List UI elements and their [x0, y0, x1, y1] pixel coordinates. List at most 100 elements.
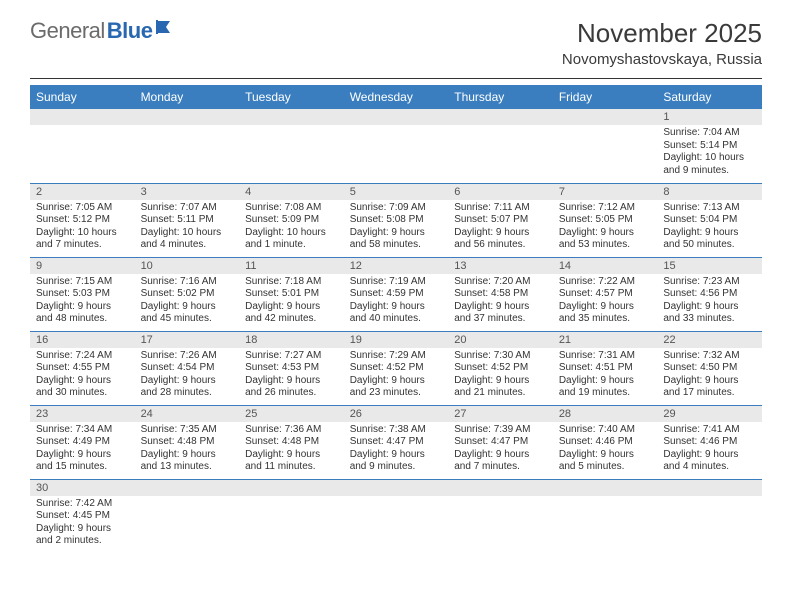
day-number: 6 — [448, 184, 553, 200]
daylight-text: Daylight: 9 hours and 17 minutes. — [663, 375, 756, 400]
calendar-cell: 5Sunrise: 7:09 AMSunset: 5:08 PMDaylight… — [344, 183, 449, 257]
daylight-text: Daylight: 9 hours and 11 minutes. — [245, 449, 338, 474]
day-number: 20 — [448, 332, 553, 348]
day-details: Sunrise: 7:35 AMSunset: 4:48 PMDaylight:… — [135, 422, 240, 478]
day-number — [344, 480, 449, 496]
day-details: Sunrise: 7:26 AMSunset: 4:54 PMDaylight:… — [135, 348, 240, 404]
sunset-text: Sunset: 4:48 PM — [245, 436, 338, 449]
logo-text-gray: General — [30, 18, 105, 44]
logo: General Blue — [30, 18, 178, 44]
calendar-cell: 21Sunrise: 7:31 AMSunset: 4:51 PMDayligh… — [553, 331, 658, 405]
sunrise-text: Sunrise: 7:11 AM — [454, 202, 547, 215]
day-number: 16 — [30, 332, 135, 348]
sunrise-text: Sunrise: 7:05 AM — [36, 202, 129, 215]
sunset-text: Sunset: 4:47 PM — [454, 436, 547, 449]
sunrise-text: Sunrise: 7:23 AM — [663, 276, 756, 289]
sunrise-text: Sunrise: 7:09 AM — [350, 202, 443, 215]
calendar-cell: 11Sunrise: 7:18 AMSunset: 5:01 PMDayligh… — [239, 257, 344, 331]
calendar-cell — [448, 479, 553, 553]
daylight-text: Daylight: 9 hours and 40 minutes. — [350, 301, 443, 326]
calendar-cell: 14Sunrise: 7:22 AMSunset: 4:57 PMDayligh… — [553, 257, 658, 331]
day-number: 8 — [657, 184, 762, 200]
daylight-text: Daylight: 9 hours and 9 minutes. — [350, 449, 443, 474]
day-number: 21 — [553, 332, 658, 348]
title-block: November 2025 Novomyshastovskaya, Russia — [562, 18, 762, 68]
daylight-text: Daylight: 9 hours and 21 minutes. — [454, 375, 547, 400]
calendar-cell: 16Sunrise: 7:24 AMSunset: 4:55 PMDayligh… — [30, 331, 135, 405]
daylight-text: Daylight: 9 hours and 56 minutes. — [454, 227, 547, 252]
day-number: 3 — [135, 184, 240, 200]
calendar-cell: 20Sunrise: 7:30 AMSunset: 4:52 PMDayligh… — [448, 331, 553, 405]
day-number: 25 — [239, 406, 344, 422]
day-number: 12 — [344, 258, 449, 274]
sunset-text: Sunset: 5:04 PM — [663, 214, 756, 227]
day-number: 2 — [30, 184, 135, 200]
weekday-header: Monday — [135, 85, 240, 109]
calendar-cell — [344, 109, 449, 183]
calendar-cell: 8Sunrise: 7:13 AMSunset: 5:04 PMDaylight… — [657, 183, 762, 257]
day-number: 5 — [344, 184, 449, 200]
sunrise-text: Sunrise: 7:35 AM — [141, 424, 234, 437]
calendar-cell: 28Sunrise: 7:40 AMSunset: 4:46 PMDayligh… — [553, 405, 658, 479]
day-details: Sunrise: 7:12 AMSunset: 5:05 PMDaylight:… — [553, 200, 658, 256]
calendar-cell — [344, 479, 449, 553]
daylight-text: Daylight: 9 hours and 23 minutes. — [350, 375, 443, 400]
sunset-text: Sunset: 4:51 PM — [559, 362, 652, 375]
sunrise-text: Sunrise: 7:29 AM — [350, 350, 443, 363]
sunrise-text: Sunrise: 7:34 AM — [36, 424, 129, 437]
day-number — [239, 480, 344, 496]
day-number: 17 — [135, 332, 240, 348]
day-number — [30, 109, 135, 125]
sunrise-text: Sunrise: 7:30 AM — [454, 350, 547, 363]
calendar-cell: 2Sunrise: 7:05 AMSunset: 5:12 PMDaylight… — [30, 183, 135, 257]
day-number — [448, 109, 553, 125]
sunrise-text: Sunrise: 7:32 AM — [663, 350, 756, 363]
daylight-text: Daylight: 9 hours and 7 minutes. — [454, 449, 547, 474]
sunrise-text: Sunrise: 7:16 AM — [141, 276, 234, 289]
calendar-cell — [553, 479, 658, 553]
weekday-header-row: Sunday Monday Tuesday Wednesday Thursday… — [30, 85, 762, 109]
day-details: Sunrise: 7:15 AMSunset: 5:03 PMDaylight:… — [30, 274, 135, 330]
daylight-text: Daylight: 9 hours and 26 minutes. — [245, 375, 338, 400]
daylight-text: Daylight: 9 hours and 13 minutes. — [141, 449, 234, 474]
day-number — [448, 480, 553, 496]
day-number: 19 — [344, 332, 449, 348]
calendar-row: 23Sunrise: 7:34 AMSunset: 4:49 PMDayligh… — [30, 405, 762, 479]
sunrise-text: Sunrise: 7:41 AM — [663, 424, 756, 437]
daylight-text: Daylight: 9 hours and 53 minutes. — [559, 227, 652, 252]
sunrise-text: Sunrise: 7:38 AM — [350, 424, 443, 437]
daylight-text: Daylight: 9 hours and 28 minutes. — [141, 375, 234, 400]
sunrise-text: Sunrise: 7:13 AM — [663, 202, 756, 215]
sunset-text: Sunset: 5:09 PM — [245, 214, 338, 227]
sunset-text: Sunset: 5:07 PM — [454, 214, 547, 227]
calendar-cell: 3Sunrise: 7:07 AMSunset: 5:11 PMDaylight… — [135, 183, 240, 257]
daylight-text: Daylight: 10 hours and 4 minutes. — [141, 227, 234, 252]
sunset-text: Sunset: 4:48 PM — [141, 436, 234, 449]
calendar-table: Sunday Monday Tuesday Wednesday Thursday… — [30, 85, 762, 553]
calendar-cell: 10Sunrise: 7:16 AMSunset: 5:02 PMDayligh… — [135, 257, 240, 331]
calendar-row: 30Sunrise: 7:42 AMSunset: 4:45 PMDayligh… — [30, 479, 762, 553]
weekday-header: Wednesday — [344, 85, 449, 109]
day-number: 29 — [657, 406, 762, 422]
day-details: Sunrise: 7:30 AMSunset: 4:52 PMDaylight:… — [448, 348, 553, 404]
sunrise-text: Sunrise: 7:24 AM — [36, 350, 129, 363]
sunset-text: Sunset: 4:54 PM — [141, 362, 234, 375]
daylight-text: Daylight: 9 hours and 19 minutes. — [559, 375, 652, 400]
day-details: Sunrise: 7:24 AMSunset: 4:55 PMDaylight:… — [30, 348, 135, 404]
daylight-text: Daylight: 9 hours and 48 minutes. — [36, 301, 129, 326]
sunset-text: Sunset: 5:11 PM — [141, 214, 234, 227]
day-details: Sunrise: 7:27 AMSunset: 4:53 PMDaylight:… — [239, 348, 344, 404]
day-number — [239, 109, 344, 125]
day-number: 13 — [448, 258, 553, 274]
calendar-cell — [30, 109, 135, 183]
calendar-cell — [239, 109, 344, 183]
sunrise-text: Sunrise: 7:15 AM — [36, 276, 129, 289]
logo-text-blue: Blue — [107, 18, 153, 44]
daylight-text: Daylight: 9 hours and 42 minutes. — [245, 301, 338, 326]
calendar-cell: 24Sunrise: 7:35 AMSunset: 4:48 PMDayligh… — [135, 405, 240, 479]
day-details: Sunrise: 7:16 AMSunset: 5:02 PMDaylight:… — [135, 274, 240, 330]
day-details: Sunrise: 7:05 AMSunset: 5:12 PMDaylight:… — [30, 200, 135, 256]
header: General Blue November 2025 Novomyshastov… — [0, 0, 792, 74]
sunset-text: Sunset: 4:59 PM — [350, 288, 443, 301]
calendar-cell: 27Sunrise: 7:39 AMSunset: 4:47 PMDayligh… — [448, 405, 553, 479]
